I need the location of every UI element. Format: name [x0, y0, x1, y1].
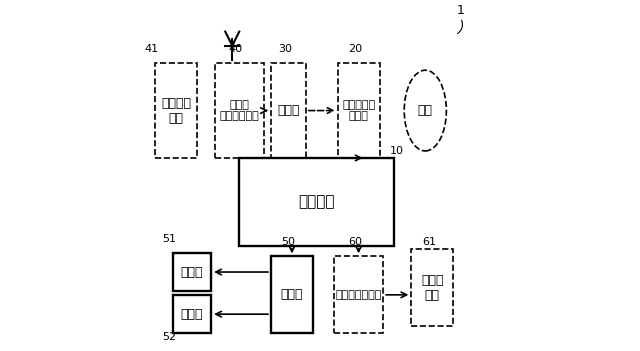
FancyBboxPatch shape — [271, 63, 306, 158]
Text: 認証部: 認証部 — [277, 104, 300, 117]
Text: 51: 51 — [162, 234, 176, 244]
Text: モーション
センサ: モーション センサ — [342, 100, 375, 121]
Text: 発音器: 発音器 — [180, 307, 203, 321]
Text: 制御装置: 制御装置 — [298, 194, 335, 209]
Text: 1: 1 — [456, 4, 465, 17]
Text: 近距離
通信ユニット: 近距離 通信ユニット — [220, 100, 259, 121]
Text: 発光器: 発光器 — [180, 265, 203, 279]
Text: 52: 52 — [162, 332, 176, 342]
Text: 動体: 動体 — [418, 104, 433, 117]
Ellipse shape — [404, 70, 446, 151]
Text: アクチュエータ: アクチュエータ — [335, 290, 382, 300]
Text: 50: 50 — [282, 237, 296, 247]
Text: 20: 20 — [348, 44, 362, 54]
FancyBboxPatch shape — [239, 158, 394, 246]
Text: 61: 61 — [422, 237, 436, 247]
Text: 41: 41 — [145, 44, 159, 54]
FancyBboxPatch shape — [173, 253, 211, 291]
Text: バック
ドア: バック ドア — [421, 274, 444, 302]
Text: スマート
キー: スマート キー — [161, 97, 191, 125]
FancyBboxPatch shape — [337, 63, 380, 158]
FancyBboxPatch shape — [334, 256, 383, 333]
FancyBboxPatch shape — [271, 256, 313, 333]
FancyBboxPatch shape — [155, 63, 197, 158]
Text: 40: 40 — [228, 44, 243, 54]
Text: 報知部: 報知部 — [281, 288, 303, 302]
Text: 10: 10 — [390, 146, 404, 156]
Text: 30: 30 — [278, 44, 292, 54]
FancyBboxPatch shape — [412, 249, 453, 326]
Text: 60: 60 — [348, 237, 362, 247]
FancyBboxPatch shape — [214, 63, 264, 158]
FancyBboxPatch shape — [173, 295, 211, 333]
